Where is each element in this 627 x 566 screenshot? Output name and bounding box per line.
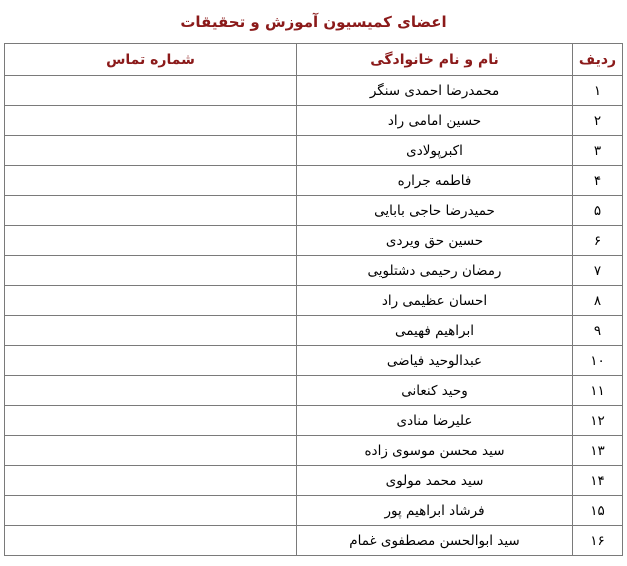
name-cell: حسین حق ویردی bbox=[296, 225, 573, 256]
contact-cell bbox=[4, 75, 297, 106]
table-row: ۱۰ عبدالوحید فیاضی bbox=[4, 345, 623, 376]
row-number-cell: ۱۲ bbox=[572, 405, 623, 436]
contact-cell bbox=[4, 255, 297, 286]
members-table: ردیف نام و نام خانوادگی شماره تماس ۱ محم… bbox=[4, 43, 623, 556]
table-row: ۱۴ سید محمد مولوی bbox=[4, 465, 623, 496]
table-row: ۱۵ فرشاد ابراهیم پور bbox=[4, 495, 623, 526]
table-row: ۴ فاطمه جراره bbox=[4, 165, 623, 196]
table-row: ۱۶ سید ابوالحسن مصطفوی غمام bbox=[4, 525, 623, 556]
row-number-cell: ۱ bbox=[572, 75, 623, 106]
name-cell: رمضان رحیمی دشتلویی bbox=[296, 255, 573, 286]
table-row: ۸ احسان عظیمی راد bbox=[4, 285, 623, 316]
row-number-cell: ۲ bbox=[572, 105, 623, 136]
table-row: ۱۳ سید محسن موسوی زاده bbox=[4, 435, 623, 466]
table-row: ۳ اکبرپولادی bbox=[4, 135, 623, 166]
name-cell: اکبرپولادی bbox=[296, 135, 573, 166]
row-number-cell: ۱۶ bbox=[572, 525, 623, 556]
contact-cell bbox=[4, 225, 297, 256]
contact-cell bbox=[4, 315, 297, 346]
name-cell: حسین امامی راد bbox=[296, 105, 573, 136]
row-number-cell: ۱۳ bbox=[572, 435, 623, 466]
table-row: ۹ ابراهیم فهیمی bbox=[4, 315, 623, 346]
table-row: ۶ حسین حق ویردی bbox=[4, 225, 623, 256]
table-row: ۵ حمیدرضا حاجی بابایی bbox=[4, 195, 623, 226]
contact-cell bbox=[4, 135, 297, 166]
name-cell: ابراهیم فهیمی bbox=[296, 315, 573, 346]
table-row: ۷ رمضان رحیمی دشتلویی bbox=[4, 255, 623, 286]
name-cell: حمیدرضا حاجی بابایی bbox=[296, 195, 573, 226]
contact-cell bbox=[4, 375, 297, 406]
row-number-cell: ۴ bbox=[572, 165, 623, 196]
row-number-cell: ۶ bbox=[572, 225, 623, 256]
contact-cell bbox=[4, 405, 297, 436]
contact-cell bbox=[4, 525, 297, 556]
row-number-cell: ۷ bbox=[572, 255, 623, 286]
contact-cell bbox=[4, 495, 297, 526]
contact-cell bbox=[4, 285, 297, 316]
contact-cell bbox=[4, 345, 297, 376]
contact-cell bbox=[4, 105, 297, 136]
contact-cell bbox=[4, 195, 297, 226]
name-cell: احسان عظیمی راد bbox=[296, 285, 573, 316]
row-number-cell: ۳ bbox=[572, 135, 623, 166]
row-number-cell: ۵ bbox=[572, 195, 623, 226]
name-cell: علیرضا منادی bbox=[296, 405, 573, 436]
table-row: ۱۱ وحید کنعانی bbox=[4, 375, 623, 406]
header-contact-number: شماره تماس bbox=[4, 43, 297, 76]
name-cell: عبدالوحید فیاضی bbox=[296, 345, 573, 376]
contact-cell bbox=[4, 435, 297, 466]
row-number-cell: ۱۴ bbox=[572, 465, 623, 496]
page-title: اعضای کمیسیون آموزش و تحقیقات bbox=[180, 13, 447, 31]
name-cell: سید محسن موسوی زاده bbox=[296, 435, 573, 466]
header-full-name: نام و نام خانوادگی bbox=[296, 43, 573, 76]
name-cell: محمدرضا احمدی سنگر bbox=[296, 75, 573, 106]
row-number-cell: ۱۵ bbox=[572, 495, 623, 526]
contact-cell bbox=[4, 165, 297, 196]
row-number-cell: ۹ bbox=[572, 315, 623, 346]
table-row: ۱ محمدرضا احمدی سنگر bbox=[4, 75, 623, 106]
name-cell: وحید کنعانی bbox=[296, 375, 573, 406]
contact-cell bbox=[4, 465, 297, 496]
row-number-cell: ۱۱ bbox=[572, 375, 623, 406]
table-header-row: ردیف نام و نام خانوادگی شماره تماس bbox=[4, 43, 623, 76]
row-number-cell: ۱۰ bbox=[572, 345, 623, 376]
name-cell: سید محمد مولوی bbox=[296, 465, 573, 496]
header-row-number: ردیف bbox=[572, 43, 623, 76]
table-row: ۱۲ علیرضا منادی bbox=[4, 405, 623, 436]
row-number-cell: ۸ bbox=[572, 285, 623, 316]
table-row: ۲ حسین امامی راد bbox=[4, 105, 623, 136]
name-cell: فرشاد ابراهیم پور bbox=[296, 495, 573, 526]
name-cell: فاطمه جراره bbox=[296, 165, 573, 196]
name-cell: سید ابوالحسن مصطفوی غمام bbox=[296, 525, 573, 556]
